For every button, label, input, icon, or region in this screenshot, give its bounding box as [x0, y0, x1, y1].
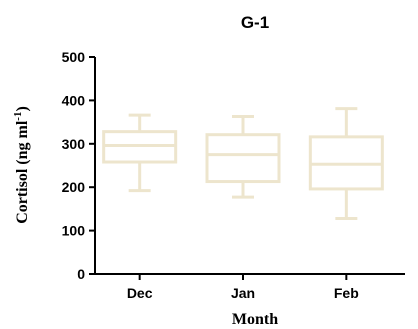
x-tick-label: Dec [127, 285, 153, 301]
x-axis-ticks: Dec Jan Feb [127, 274, 359, 301]
box-feb [308, 107, 384, 220]
y-tick-label: 100 [62, 223, 86, 239]
iqr-box [205, 133, 281, 184]
x-tick-label: Feb [334, 285, 359, 301]
y-tick-label: 0 [77, 266, 85, 282]
y-axis-label-close: ) [14, 106, 31, 111]
y-tick-label: 200 [62, 179, 86, 195]
y-axis-label-superscript: -1 [12, 112, 24, 121]
y-tick-label: 300 [62, 136, 86, 152]
chart-title: G-1 [241, 13, 269, 32]
y-axis-label: Cortisol (ng ml-1) [12, 106, 31, 224]
box-series [102, 107, 384, 220]
y-tick-label: 400 [62, 92, 86, 108]
box-dec [102, 113, 178, 193]
x-tick-label: Jan [231, 285, 255, 301]
box-jan [205, 114, 281, 199]
y-axis-label-main: Cortisol (ng ml [14, 120, 31, 224]
y-tick-label: 500 [62, 49, 86, 65]
y-axis-ticks: 0 100 200 300 400 500 [62, 49, 95, 282]
x-axis-label: Month [232, 311, 278, 328]
